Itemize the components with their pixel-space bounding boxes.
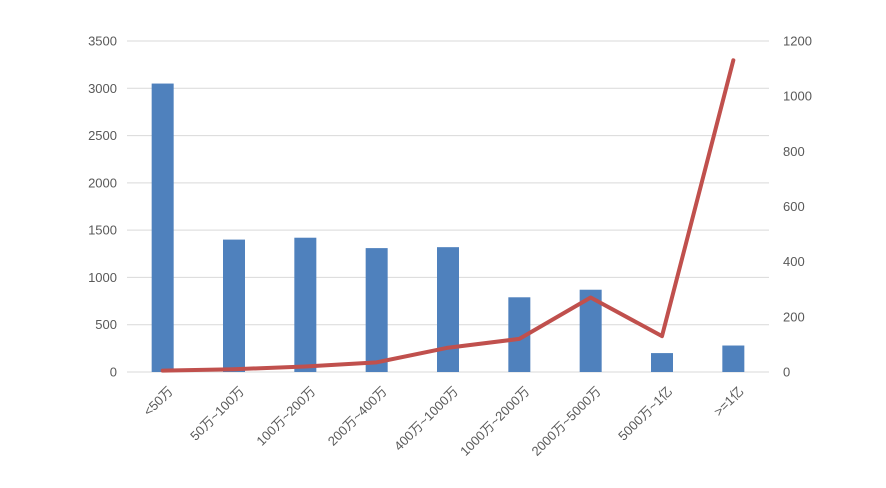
x-axis-category-label: 5000万~1亿 (615, 384, 675, 444)
right-axis-tick-label: 200 (783, 309, 805, 324)
right-axis-tick-label: 800 (783, 144, 805, 159)
right-axis-tick-label: 400 (783, 254, 805, 269)
bar (579, 289, 602, 372)
x-axis-category-label: 200万~400万 (325, 384, 390, 449)
bar (651, 353, 673, 372)
left-axis-tick-label: 3000 (88, 81, 117, 96)
bar (437, 247, 459, 372)
right-axis-tick-label: 600 (783, 199, 805, 214)
data-line (160, 58, 736, 373)
left-axis-tick-label: 3500 (88, 34, 117, 49)
x-axis-category-label: 400万~1000万 (391, 384, 461, 454)
x-axis-category-label: 1000万~2000万 (457, 384, 532, 459)
bar (508, 297, 531, 372)
x-axis-category-label: 100万~200万 (253, 384, 318, 449)
right-axis-tick-label: 0 (783, 365, 790, 380)
left-axis-tick-label: 2500 (88, 128, 117, 143)
left-axis-tick-label: 1500 (88, 223, 117, 238)
right-axis-tick-label: 1000 (783, 89, 812, 104)
left-axis-tick-label: 500 (95, 317, 117, 332)
bar (365, 248, 388, 372)
bar (151, 83, 174, 373)
left-axis-tick-label: 1000 (88, 270, 117, 285)
bar (223, 239, 245, 372)
bar (722, 345, 745, 372)
left-axis-tick-label: 2000 (88, 175, 117, 190)
bar (294, 237, 317, 372)
left-axis-tick-label: 0 (110, 365, 117, 380)
x-axis-category-label: >=1亿 (711, 384, 747, 420)
x-axis-category-label: <50万 (140, 384, 175, 419)
x-axis-category-label: 50万~100万 (187, 384, 247, 444)
right-axis-tick-label: 1200 (783, 34, 812, 49)
x-axis-category-label: 2000万~5000万 (529, 384, 604, 459)
